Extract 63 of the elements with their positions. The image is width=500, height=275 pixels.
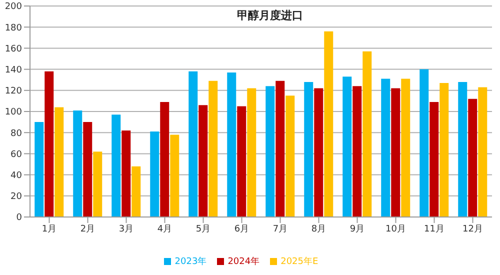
bar xyxy=(247,88,256,217)
bar xyxy=(227,72,236,217)
x-tick-label: 11月 xyxy=(424,224,444,234)
bar xyxy=(132,166,141,217)
x-tick-label: 3月 xyxy=(118,224,134,234)
x-tick-label: 10月 xyxy=(386,224,406,234)
bar xyxy=(112,114,121,217)
bar xyxy=(122,130,131,217)
bar xyxy=(430,102,439,217)
x-tick-label: 5月 xyxy=(196,224,211,234)
y-tick-label: 160 xyxy=(4,44,22,54)
bar xyxy=(401,78,410,217)
x-tick-label: 4月 xyxy=(157,224,172,234)
bar xyxy=(352,86,362,217)
y-tick-label: 180 xyxy=(4,23,22,34)
bar xyxy=(381,78,390,217)
bar xyxy=(54,107,64,217)
y-tick-label: 200 xyxy=(4,2,22,12)
bar xyxy=(440,83,449,217)
bar xyxy=(478,87,488,217)
x-tick-label: 8月 xyxy=(311,224,326,234)
bar xyxy=(237,106,246,217)
y-tick-label: 120 xyxy=(4,86,22,97)
bar xyxy=(73,110,82,217)
x-tick-label: 12月 xyxy=(462,224,483,234)
y-tick-label: 60 xyxy=(10,150,22,160)
bar xyxy=(314,88,324,217)
x-tick-label: 9月 xyxy=(350,224,365,234)
bar xyxy=(44,71,54,217)
bar xyxy=(391,88,400,217)
bar xyxy=(362,51,372,217)
bar xyxy=(198,105,208,217)
x-tick-label: 1月 xyxy=(42,224,57,234)
y-tick-label: 100 xyxy=(4,108,22,118)
legend-label: 2025年E xyxy=(280,257,318,267)
bar xyxy=(160,102,170,217)
bar xyxy=(458,82,468,217)
y-tick-label: 80 xyxy=(10,128,22,139)
bar xyxy=(286,96,295,217)
y-tick-label: 140 xyxy=(4,65,22,76)
bar xyxy=(83,122,92,217)
bar xyxy=(468,98,478,217)
bar xyxy=(188,71,198,217)
bar xyxy=(266,86,275,217)
x-tick-label: 2月 xyxy=(80,224,96,234)
bar xyxy=(324,31,334,217)
bar xyxy=(93,152,102,217)
x-tick-label: 7月 xyxy=(272,224,288,234)
bar xyxy=(342,76,352,217)
bar xyxy=(208,80,218,217)
y-tick-label: 20 xyxy=(10,192,22,202)
bar xyxy=(34,122,44,217)
legend-label: 2024年 xyxy=(228,257,260,267)
bar xyxy=(420,69,429,217)
bar xyxy=(304,82,314,217)
y-tick-label: 40 xyxy=(10,170,22,181)
y-tick-label: 0 xyxy=(16,213,22,224)
chart-title: 甲醇月度进口 xyxy=(236,8,304,23)
x-tick-label: 6月 xyxy=(234,224,250,234)
bar xyxy=(150,132,160,217)
bar xyxy=(276,80,285,217)
bar xyxy=(170,134,180,217)
legend-label: 2023年 xyxy=(174,257,207,267)
